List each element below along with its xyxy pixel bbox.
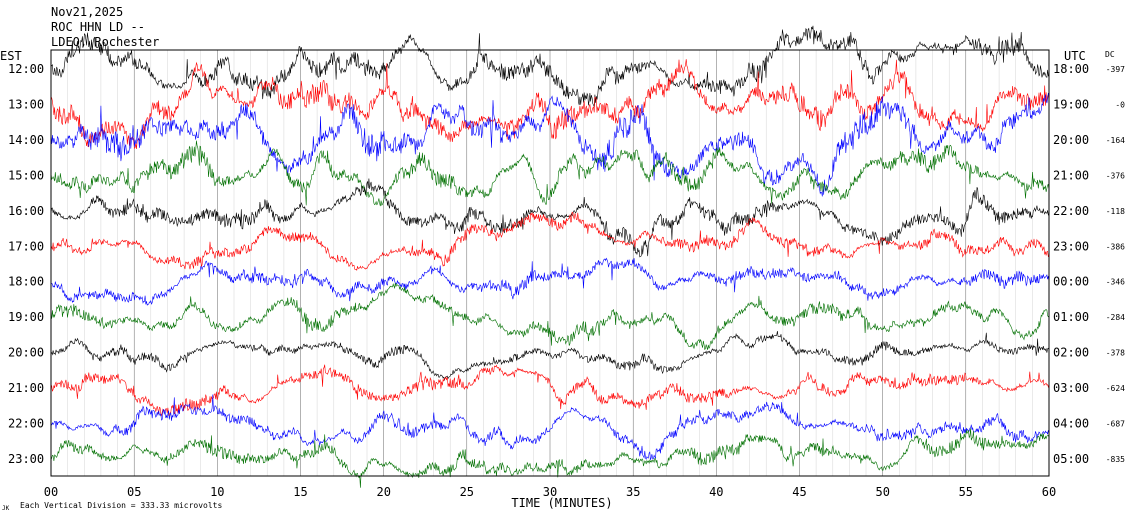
est-label-1800: 18:00 [8, 275, 44, 289]
trace-2100 [50, 364, 1050, 417]
x-tick-25: 25 [460, 485, 474, 499]
trace-1800 [50, 257, 1050, 306]
x-tick-55: 55 [959, 485, 973, 499]
est-label-1500: 15:00 [8, 168, 44, 182]
est-label-2300: 23:00 [8, 452, 44, 466]
x-tick-20: 20 [376, 485, 390, 499]
trace-2000 [51, 330, 1050, 382]
est-label-1300: 13:00 [8, 98, 44, 112]
x-tick-00: 00 [44, 485, 58, 499]
dc-offset-labels: -397 -0 -164 -376 -118 -386 -346 -284 -378 -624 -6… [1106, 65, 1125, 464]
trace-2200 [50, 394, 1050, 460]
est-label-1700: 17:00 [8, 239, 44, 253]
dc-value-4: -118 [1106, 207, 1125, 216]
utc-axis-label: UTC [1064, 49, 1086, 63]
utc-label-1900: 19:00 [1053, 98, 1089, 112]
x-tick-40: 40 [709, 485, 723, 499]
x-tick-15: 15 [293, 485, 307, 499]
utc-label-0200: 02:00 [1053, 346, 1089, 360]
est-label-2000: 20:00 [8, 346, 44, 360]
seismic-traces [50, 25, 1050, 488]
trace-1400 [50, 92, 1050, 197]
x-tick-45: 45 [792, 485, 806, 499]
x-tick-labels: 00 05 10 15 20 25 30 35 40 45 50 55 60 [44, 485, 1056, 499]
trace-1500 [50, 140, 1050, 207]
est-label-1200: 12:00 [8, 62, 44, 76]
dc-value-5: -386 [1106, 242, 1125, 251]
x-tick-10: 10 [210, 485, 224, 499]
est-label-2200: 22:00 [8, 417, 44, 431]
est-hour-labels: 12:00 13:00 14:00 15:00 16:00 17:00 18:00 19:00… [8, 62, 44, 466]
x-tick-60: 60 [1042, 485, 1056, 499]
x-tick-30: 30 [543, 485, 557, 499]
header-network: LDEO, Rochester [51, 35, 159, 49]
dc-column-label: DC [1105, 50, 1115, 59]
utc-label-0300: 03:00 [1053, 381, 1089, 395]
trace-1200 [50, 25, 1050, 108]
utc-label-2300: 23:00 [1053, 239, 1089, 253]
x-tick-05: 05 [127, 485, 141, 499]
est-label-1400: 14:00 [8, 133, 44, 147]
dc-value-6: -346 [1106, 278, 1125, 287]
minute-gridlines [50, 50, 1050, 476]
dc-value-0: -397 [1106, 65, 1125, 74]
utc-label-0100: 01:00 [1053, 310, 1089, 324]
est-axis-label: EST [0, 49, 22, 63]
header-station: ROC HHN LD -- [51, 20, 145, 34]
utc-label-2000: 20:00 [1053, 133, 1089, 147]
x-tick-35: 35 [626, 485, 640, 499]
dc-value-1: -0 [1115, 101, 1125, 110]
trace-1900 [50, 282, 1050, 350]
dc-value-8: -378 [1106, 349, 1125, 358]
dc-value-7: -284 [1106, 313, 1125, 322]
header-date: Nov21,2025 [51, 5, 123, 19]
utc-label-0000: 00:00 [1053, 275, 1089, 289]
corner-mark: JK [2, 505, 10, 512]
utc-label-1800: 18:00 [1053, 62, 1089, 76]
dc-value-3: -376 [1106, 171, 1125, 180]
dc-value-2: -164 [1106, 136, 1125, 145]
dc-value-9: -624 [1106, 384, 1125, 393]
utc-label-0400: 04:00 [1053, 417, 1089, 431]
est-label-1900: 19:00 [8, 310, 44, 324]
utc-hour-labels: 18:00 19:00 20:00 21:00 22:00 23:00 00:00 01:00… [1053, 62, 1089, 466]
utc-label-2200: 22:00 [1053, 204, 1089, 218]
est-label-2100: 21:00 [8, 381, 44, 395]
scale-note: Each Vertical Division = 333.33 microvol… [20, 501, 222, 510]
dc-value-11: -835 [1106, 455, 1125, 464]
trace-1700 [50, 211, 1050, 271]
dc-value-10: -687 [1106, 420, 1125, 429]
est-label-1600: 16:00 [8, 204, 44, 218]
x-axis-label: TIME (MINUTES) [511, 496, 612, 510]
trace-2300 [50, 428, 1050, 488]
utc-label-0500: 05:00 [1053, 452, 1089, 466]
plot-frame [50, 49, 1050, 477]
x-tick-50: 50 [875, 485, 889, 499]
utc-label-2100: 21:00 [1053, 168, 1089, 182]
